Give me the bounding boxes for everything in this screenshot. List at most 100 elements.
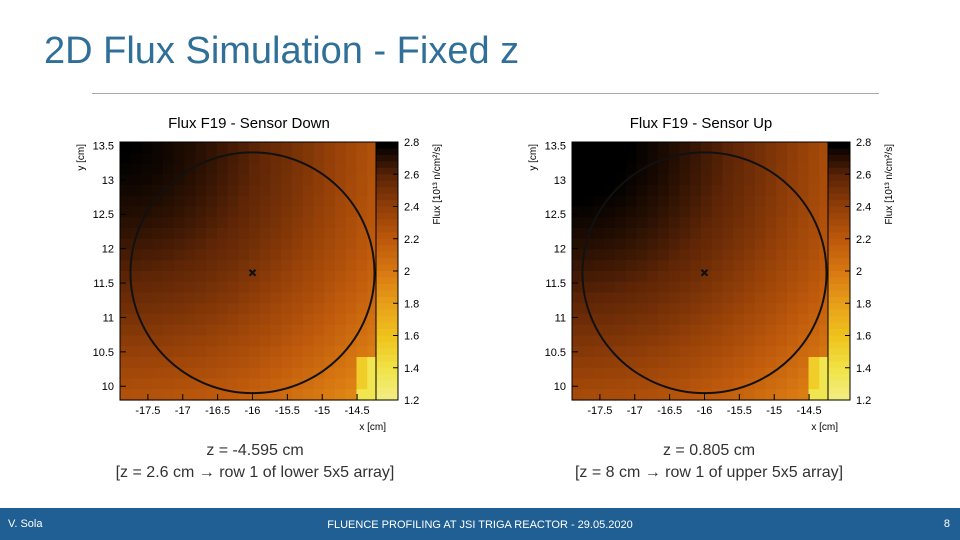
heatmap-cell: [130, 281, 143, 294]
heatmap-cell: [324, 281, 336, 294]
heatmap-cell: [238, 357, 250, 369]
heatmap-cell: [722, 303, 734, 315]
heatmap-cell: [787, 378, 799, 390]
heatmap-cell: [604, 260, 616, 272]
heatmap-cell: [324, 346, 336, 358]
heatmap-cell: [120, 357, 132, 369]
heatmap-cell: [658, 281, 670, 294]
colorbar-segment: [828, 187, 850, 195]
heatmap-cell: [615, 292, 627, 304]
heatmap-cell: [184, 195, 196, 208]
heatmap-cell: [367, 303, 379, 315]
flux-plot-sensor-up: Flux F19 - Sensor Up 10 10.5 11 11.5 12 12.5 13…: [522, 104, 960, 434]
colorbar-segment: [376, 142, 398, 150]
heatmap-cell: [722, 206, 734, 218]
heatmap-cell: [582, 367, 595, 380]
heatmap-cell: [819, 217, 831, 229]
heatmap-cell: [625, 217, 638, 229]
heatmap-cell: [647, 238, 659, 251]
heatmap-cell: [152, 228, 164, 240]
heatmap-cell: [765, 238, 777, 251]
heatmap-cell: [367, 314, 379, 326]
heatmap-cell: [582, 335, 595, 347]
heatmap-cell: [292, 260, 304, 272]
heatmap-cell: [345, 314, 358, 326]
heatmap-cell: [152, 260, 164, 272]
heatmap-cell: [765, 314, 777, 326]
heatmap-cell: [249, 228, 261, 240]
heatmap-cell: [679, 206, 691, 218]
heatmap-cell: [744, 324, 756, 337]
heatmap-cell: [367, 142, 379, 154]
heatmap-cell: [292, 281, 304, 294]
heatmap-cell: [195, 324, 207, 337]
heatmap-cell: [313, 260, 325, 272]
colorbar-segment: [376, 187, 398, 195]
heatmap-cell: [593, 367, 605, 380]
heatmap-cell: [184, 228, 196, 240]
heatmap-cell: [722, 152, 734, 165]
colorbar-tick-label: 1.2: [404, 395, 419, 407]
heatmap-cell: [776, 281, 788, 294]
heatmap-cell: [690, 346, 702, 358]
heatmap-cell: [701, 174, 713, 186]
heatmap-cell: [216, 249, 229, 261]
heatmap-cell: [733, 378, 745, 390]
heatmap-cell: [238, 324, 250, 337]
heatmap-cell: [787, 346, 799, 358]
heatmap-cell: [701, 335, 713, 347]
heatmap-cell: [615, 249, 627, 261]
heatmap-cell: [754, 378, 767, 390]
heatmap-cell: [270, 346, 282, 358]
heatmap-cell: [776, 195, 788, 208]
heatmap-cell: [270, 163, 282, 175]
heatmap-cell: [615, 346, 627, 358]
colorbar-segment: [376, 245, 398, 253]
heatmap-cell: [335, 292, 347, 304]
colorbar-segment: [376, 387, 398, 395]
heatmap-cell: [313, 314, 325, 326]
heatmap-cell: [797, 292, 810, 304]
heatmap-cell: [733, 195, 745, 208]
heatmap-cell: [636, 271, 648, 283]
colorbar-segment: [376, 348, 398, 356]
heatmap-cell: [593, 195, 605, 208]
heatmap-cell: [615, 357, 627, 369]
heatmap-cell: [668, 195, 681, 208]
heatmap-cell: [711, 217, 724, 229]
heatmap-cell: [249, 195, 261, 208]
heatmap-cell: [163, 314, 175, 326]
heatmap-cell: [679, 389, 691, 401]
heatmap-cell: [173, 378, 186, 390]
heatmap-cell: [163, 152, 175, 165]
heatmap-cell: [356, 367, 368, 380]
heatmap-cell: [292, 238, 304, 251]
heatmap-cell: [184, 249, 196, 261]
heatmap-cell: [324, 324, 336, 337]
heatmap-cell: [733, 228, 745, 240]
heatmap-cell: [227, 260, 239, 272]
heatmap-cell: [819, 163, 831, 175]
heatmap-cell: [690, 271, 702, 283]
heatmap-cell: [808, 174, 820, 186]
heatmap-cell: [797, 217, 810, 229]
heatmap-cell: [819, 271, 831, 283]
heatmap-cell: [647, 367, 659, 380]
heatmap-cell: [345, 271, 358, 283]
heatmap-cell: [216, 174, 229, 186]
heatmap-cell: [733, 142, 745, 154]
y-tick-label: 10: [102, 381, 114, 393]
y-tick-label: 11: [103, 312, 114, 324]
heatmap-cell: [281, 281, 293, 294]
heatmap-cell: [184, 206, 196, 218]
heatmap-cell: [582, 142, 595, 154]
heatmap-cell: [572, 142, 584, 154]
heatmap-cell: [765, 206, 777, 218]
colorbar-tick-label: 2.2: [404, 234, 419, 246]
heatmap-cell: [152, 185, 164, 197]
heatmap-cell: [593, 335, 605, 347]
heatmap-cell: [216, 324, 229, 337]
heatmap-cell: [722, 217, 734, 229]
heatmap-cell: [238, 292, 250, 304]
heatmap-cell: [281, 238, 293, 251]
